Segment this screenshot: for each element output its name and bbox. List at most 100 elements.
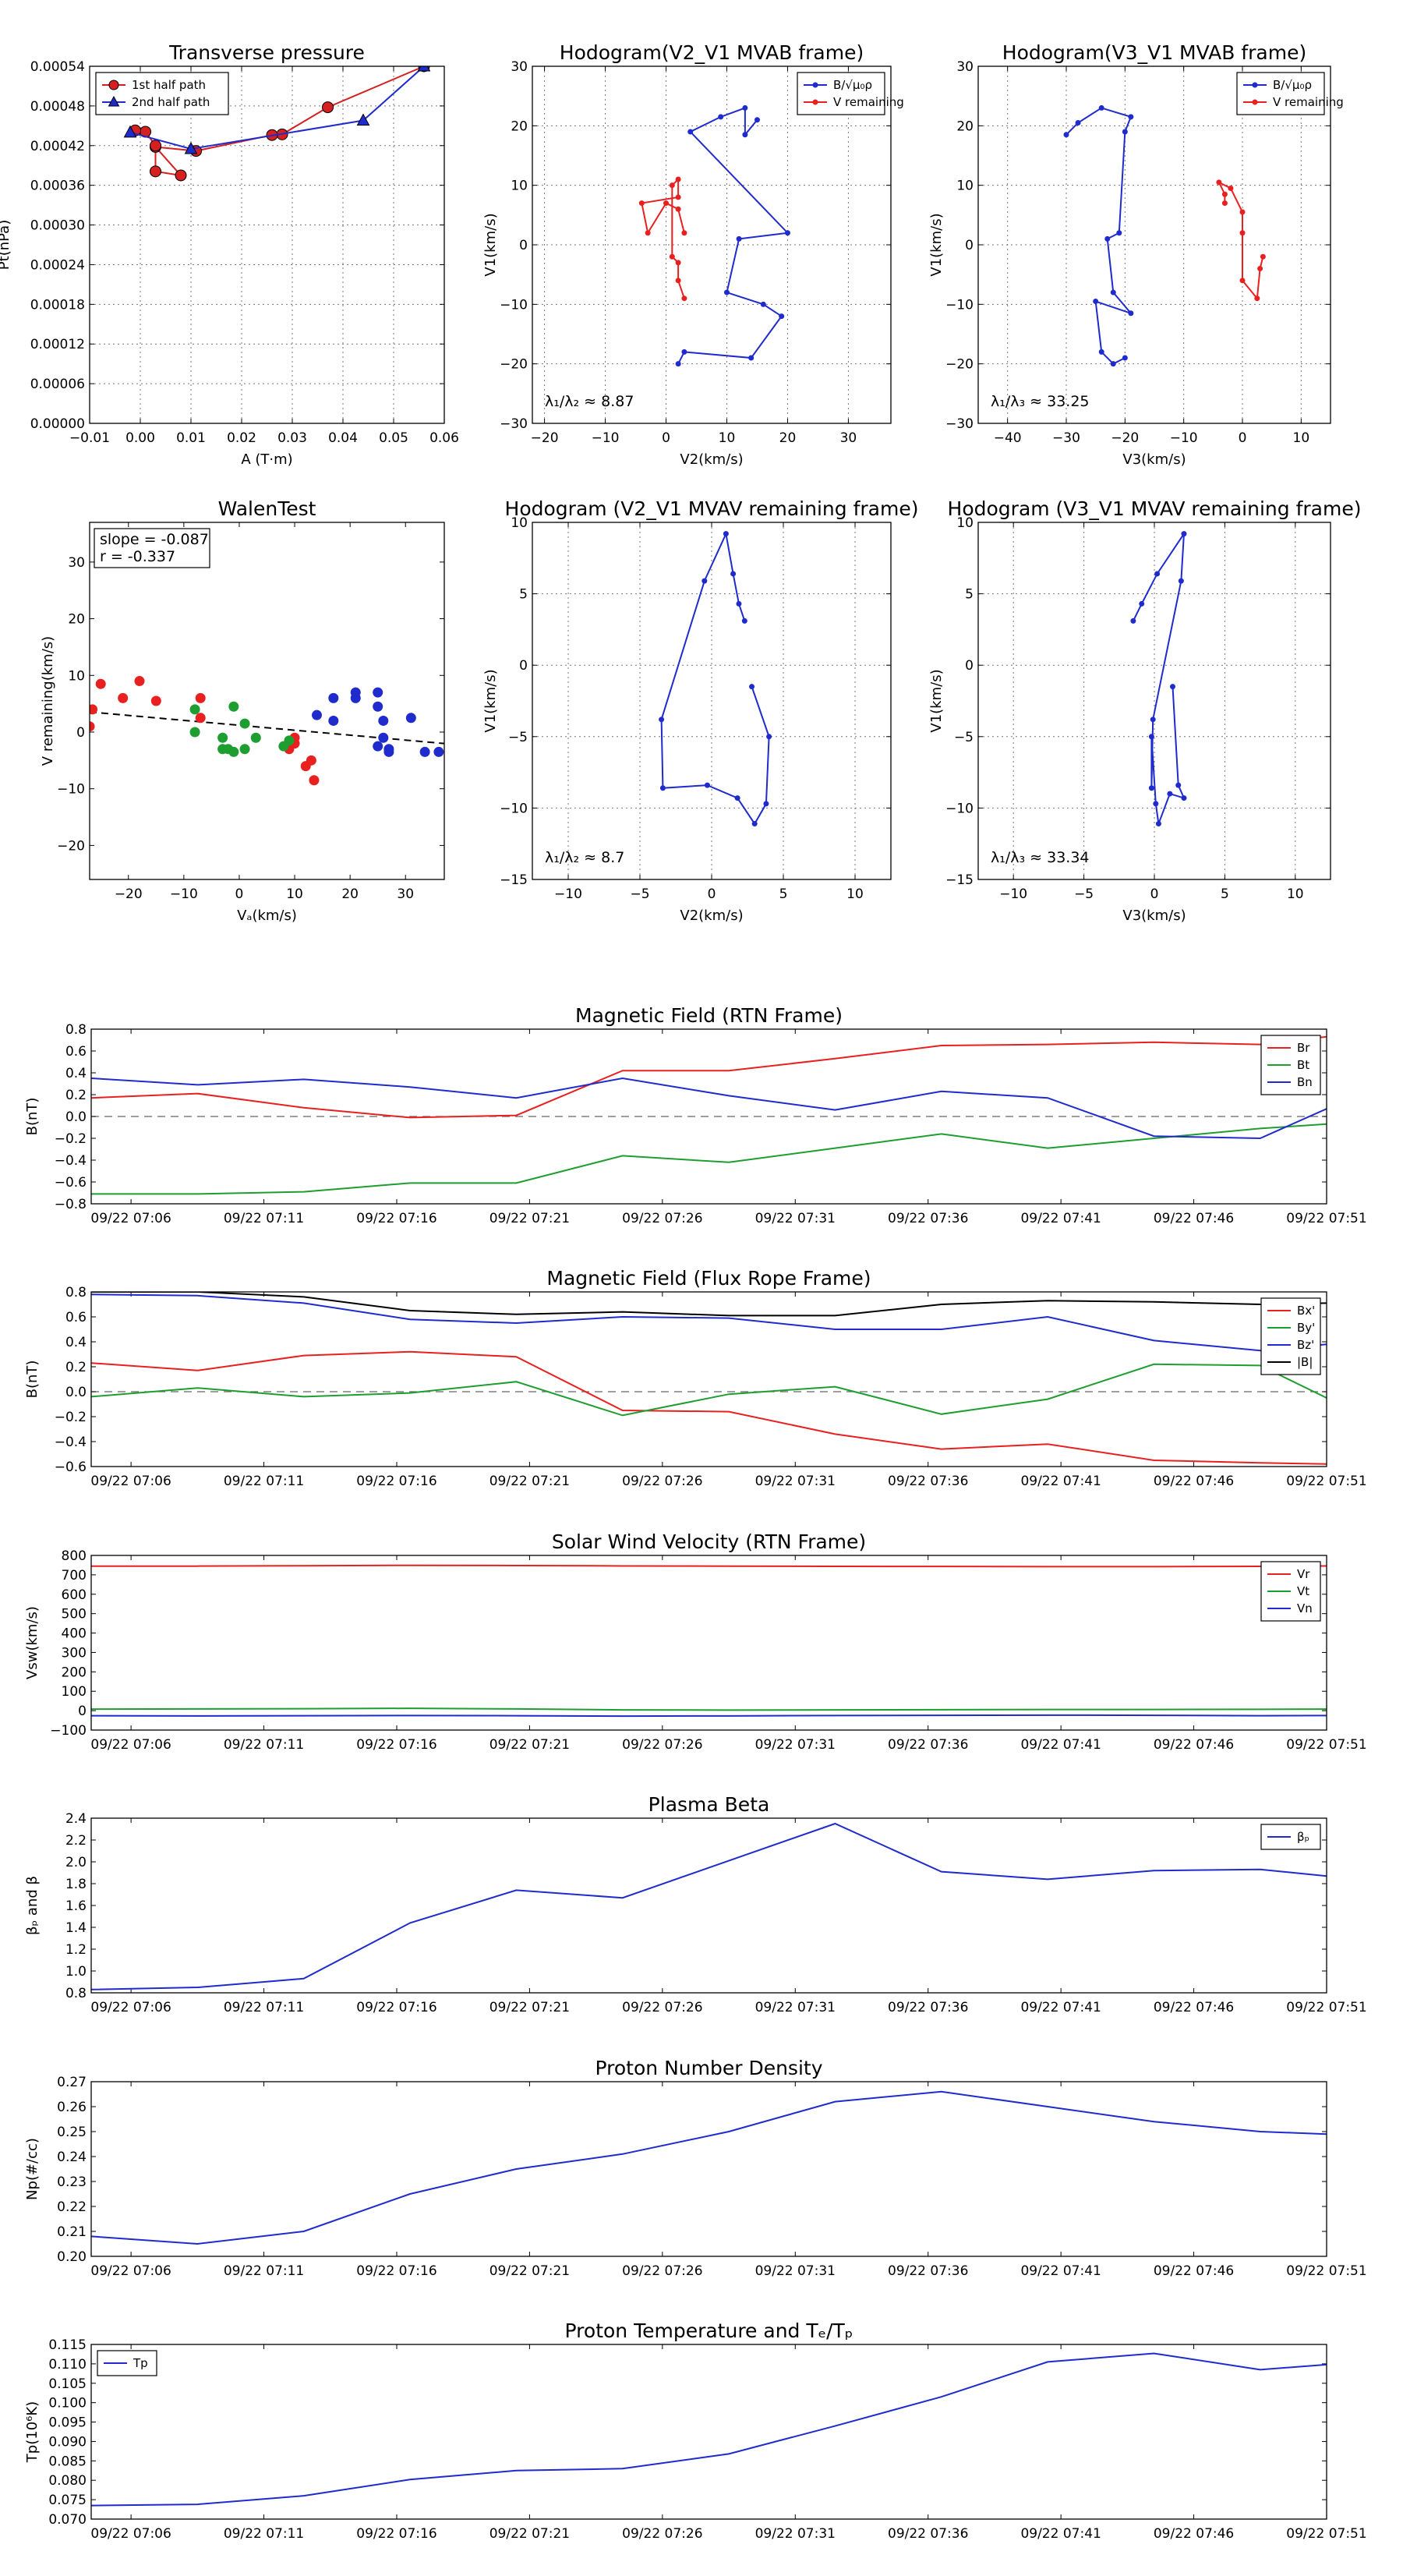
x-tick-label: 09/22 07:51	[1286, 1474, 1366, 1489]
y-tick-label: 30	[68, 555, 85, 571]
data-point	[1122, 129, 1128, 135]
x-axis-label: Vₐ(km/s)	[237, 908, 297, 924]
y-tick-label: 0.00036	[30, 179, 85, 194]
legend-label: 2nd half path	[132, 95, 210, 109]
x-tick-label: 09/22 07:21	[489, 1474, 570, 1489]
x-tick-label: 0	[235, 886, 244, 902]
y-tick-label: 0.095	[48, 2415, 87, 2431]
x-tick-label: −10	[999, 886, 1027, 902]
legend-label: Bz'	[1297, 1338, 1314, 1352]
x-tick-label: 09/22 07:26	[622, 2000, 702, 2015]
hodogram-v3-v1-mvab-data	[1063, 104, 1266, 367]
y-tick-label: 0.115	[48, 2337, 87, 2353]
data-point	[1181, 795, 1187, 801]
solar-wind-velocity-frame	[90, 1555, 1327, 1731]
chart-title: Proton Temperature and Tₑ/Tₚ	[565, 2319, 853, 2342]
y-tick-label: 500	[62, 1607, 87, 1622]
data-point	[1239, 230, 1246, 236]
y-tick-label: 0.110	[48, 2357, 87, 2373]
y-tick-label: −30	[945, 416, 974, 432]
transverse-pressure-chart: −0.01 0.00 0.01 0.02 0.03 0.04 0.05 0.06 0.00000…	[0, 41, 459, 468]
x-tick-label: −10	[554, 886, 582, 902]
x-tick-label: 09/22 07:06	[90, 2000, 171, 2015]
series-line-1	[1217, 180, 1264, 301]
y-tick-label: 0.085	[48, 2454, 87, 2469]
data-point	[195, 713, 206, 724]
data-point	[675, 278, 681, 284]
x-tick-label: 09/22 07:16	[356, 2000, 436, 2015]
data-point	[373, 741, 383, 752]
y-axis-label: Tp(10⁶K)	[24, 2401, 41, 2463]
data-point	[675, 194, 681, 200]
y-tick-label: −5	[508, 730, 528, 745]
data-point	[741, 617, 747, 624]
series-line-2	[91, 1293, 1327, 1352]
magnetic-field-flux-rope-data	[91, 1292, 1327, 1465]
data-point	[356, 113, 370, 126]
y-tick-label: 0	[965, 238, 974, 253]
y-tick-label: 0.100	[48, 2396, 87, 2411]
data-point	[663, 200, 670, 207]
x-tick-label: −20	[531, 430, 559, 446]
data-point	[1260, 253, 1266, 260]
data-point	[1116, 230, 1122, 236]
hodogram-v3-v1-mvav-frame	[977, 522, 1331, 880]
data-point	[306, 755, 316, 766]
y-tick-label: −0.4	[55, 1435, 87, 1450]
y-tick-label: 0.0	[65, 1385, 87, 1400]
y-tick-label: 10	[511, 515, 528, 531]
x-tick-label: 5	[779, 886, 788, 902]
data-point	[383, 744, 394, 755]
y-tick-label: 0	[519, 238, 528, 253]
legend-box	[95, 72, 229, 115]
x-tick-label: 09/22 07:36	[888, 2526, 968, 2542]
data-point	[175, 169, 187, 182]
y-tick-label: 5	[519, 587, 528, 603]
y-tick-label: −0.2	[55, 1410, 87, 1425]
data-point	[1221, 191, 1228, 197]
data-point	[419, 746, 430, 757]
walen-test-chart: −20 −10 0 10 20 30 −20 −10 0 10 20 30 WalenTest Vₐ(km…	[40, 497, 445, 924]
x-tick-label: 09/22 07:31	[755, 2263, 836, 2279]
y-tick-label: 0.00024	[30, 257, 85, 273]
x-tick-label: 09/22 07:21	[489, 2000, 570, 2015]
y-tick-label: 0.00000	[30, 416, 85, 432]
data-point	[417, 66, 431, 72]
y-tick-label: 0.090	[48, 2434, 87, 2450]
x-axis-label: A (T·m)	[241, 451, 292, 468]
x-axis-label: V2(km/s)	[680, 451, 743, 468]
legend-label: Br	[1297, 1041, 1310, 1055]
y-tick-label: 10	[68, 668, 85, 684]
legend-label: V remaining	[833, 95, 904, 109]
y-tick-label: −20	[500, 357, 528, 373]
x-tick-label: 10	[286, 886, 303, 902]
stats-text: r = -0.337	[100, 548, 175, 565]
y-tick-label: 800	[62, 1548, 87, 1564]
data-point	[1075, 120, 1081, 126]
x-tick-label: 09/22 07:06	[90, 1474, 171, 1489]
y-tick-label: 10	[956, 515, 974, 531]
x-tick-label: 30	[397, 886, 414, 902]
y-tick-label: 300	[62, 1645, 87, 1661]
data-point	[1239, 278, 1246, 284]
x-axis-label: V3(km/s)	[1122, 451, 1186, 468]
solar-wind-velocity-data	[91, 1564, 1327, 1718]
x-tick-label: 09/22 07:26	[622, 1474, 702, 1489]
y-tick-label: 0.27	[57, 2075, 87, 2090]
chart-title: Proton Number Density	[595, 2057, 823, 2079]
y-tick-label: 2.2	[65, 1833, 87, 1849]
data-point	[675, 361, 681, 367]
chart-title: Hodogram(V3_V1 MVAB frame)	[1002, 41, 1306, 64]
x-tick-label: 09/22 07:36	[888, 1737, 968, 1753]
x-tick-label: 09/22 07:46	[1154, 1737, 1234, 1753]
x-tick-label: 09/22 07:51	[1286, 2000, 1366, 2015]
x-tick-label: 10	[1293, 430, 1310, 446]
hodogram-v3-v1-mvav-data	[1130, 531, 1187, 827]
data-point	[322, 101, 334, 114]
data-point	[150, 165, 161, 178]
data-point	[1128, 310, 1134, 317]
data-point	[1254, 295, 1260, 302]
data-point	[742, 132, 748, 138]
